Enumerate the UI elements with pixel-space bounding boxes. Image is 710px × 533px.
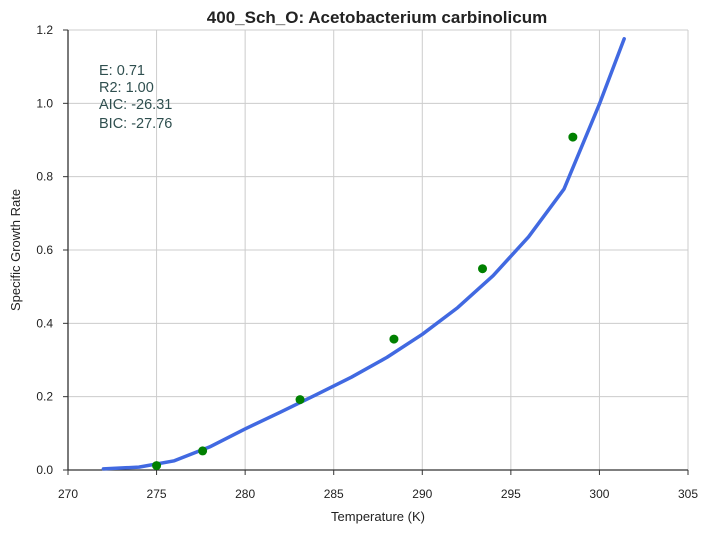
x-axis-label: Temperature (K)	[331, 509, 425, 524]
y-axis-label: Specific Growth Rate	[8, 189, 23, 311]
y-tick-label: 0.2	[36, 390, 53, 404]
x-tick-label: 300	[589, 487, 609, 501]
x-tick-label: 285	[324, 487, 344, 501]
x-tick-label: 270	[58, 487, 78, 501]
data-point	[478, 264, 488, 274]
chart-title: 400_Sch_O: Acetobacterium carbinolicum	[207, 8, 547, 27]
y-tick-label: 1.0	[36, 96, 53, 110]
y-tick-label: 0.6	[36, 243, 53, 257]
x-tick-label: 295	[501, 487, 521, 501]
data-point	[389, 334, 399, 344]
data-point	[198, 446, 208, 456]
data-point	[152, 461, 162, 471]
data-point	[295, 395, 305, 405]
axes	[63, 29, 689, 475]
stat-r2: R2: 1.00	[99, 80, 154, 96]
stat-bic: BIC: -27.76	[99, 116, 172, 132]
y-tick-label: 0.8	[36, 170, 53, 184]
x-tick-label: 275	[147, 487, 167, 501]
data-point	[568, 132, 578, 142]
y-tick-label: 1.2	[36, 23, 53, 37]
tick-labels: 270 275 280 285 290 295 300 305 0.0 0.2 0.4 0.6 0.8 1…	[36, 23, 698, 501]
fit-statistics: E: 0.71 R2: 1.00 AIC: -26.31 BIC: -27.76	[99, 63, 172, 132]
y-tick-label: 0.0	[36, 463, 53, 477]
x-tick-label: 305	[678, 487, 698, 501]
data-series	[101, 37, 626, 471]
x-tick-label: 280	[235, 487, 255, 501]
x-tick-label: 290	[412, 487, 432, 501]
stat-e: E: 0.71	[99, 63, 145, 79]
model-fit-line	[101, 37, 626, 471]
stat-aic: AIC: -26.31	[99, 97, 172, 113]
y-tick-label: 0.4	[36, 316, 53, 330]
